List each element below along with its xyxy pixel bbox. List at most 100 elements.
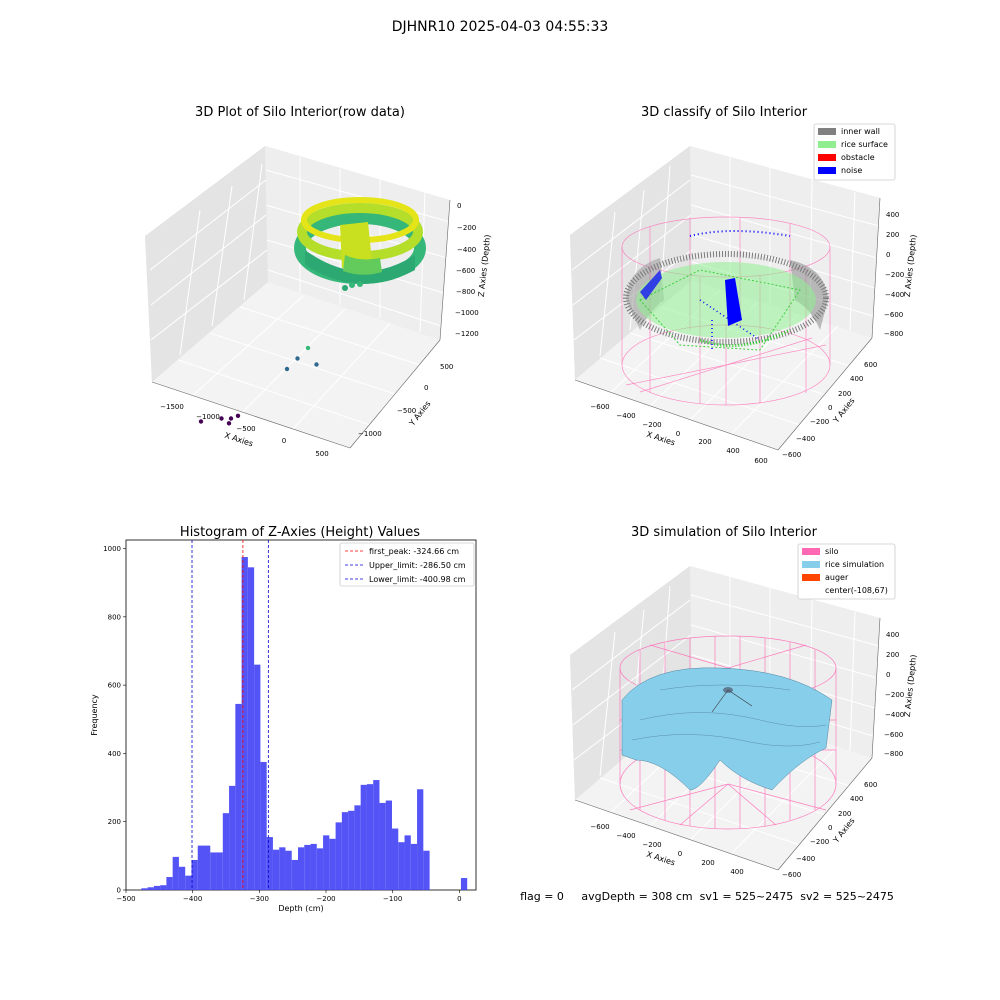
raw-3d-outlier-point <box>219 416 224 421</box>
panel-raw-3d: 3D Plot of Silo Interior(row data) −1500… <box>145 105 492 458</box>
raw-3d-outlier-point <box>284 366 290 372</box>
histogram-x-ticks: −500 −400 −300 −200 −100 0 <box>116 890 462 903</box>
histogram-bar <box>160 885 167 890</box>
histogram-bar <box>298 847 305 890</box>
raw-3d-outlier-point <box>314 362 319 367</box>
histogram-bar <box>247 567 255 890</box>
histogram-bar <box>291 859 298 890</box>
legend-label-center: center(-108,67) <box>825 586 888 595</box>
histogram-y-tick-label: 1000 <box>103 545 121 553</box>
histogram-bar <box>379 802 386 890</box>
histogram-bar <box>417 789 424 890</box>
classify-3d-rice-surface <box>636 262 816 351</box>
panel-simulation-3d: 3D simulation of Silo Interior <box>570 525 918 879</box>
histogram-bar <box>285 850 292 890</box>
classify-x-tick: 200 <box>698 438 711 446</box>
classify-y-tick: −200 <box>810 418 829 426</box>
histogram-x-tick-label: −200 <box>316 895 335 903</box>
histogram-bar <box>460 878 468 890</box>
legend-swatch-silo <box>802 548 820 555</box>
histogram-bar <box>260 761 267 890</box>
legend-label-noise: noise <box>841 166 862 175</box>
raw-3d-floor-pane <box>152 282 440 448</box>
raw-x-tick: −1500 <box>160 403 184 411</box>
simulation-y-tick: −200 <box>810 838 829 846</box>
classify-y-tick: −400 <box>796 435 815 443</box>
simulation-y-tick: 200 <box>838 810 851 818</box>
legend-swatch-obstacle <box>818 154 836 161</box>
simulation-x-tick: −400 <box>616 832 635 840</box>
raw-3d-ring <box>294 197 426 291</box>
histogram-bar <box>222 813 230 890</box>
raw-3d-title: 3D Plot of Silo Interior(row data) <box>195 105 405 120</box>
histogram-bar <box>166 877 173 890</box>
histogram-bar <box>266 837 273 890</box>
figure-suptitle: DJHNR10 2025-04-03 04:55:33 <box>392 19 609 35</box>
raw-z-tick: −800 <box>456 288 475 296</box>
legend-label-first-peak: first_peak: -324.66 cm <box>369 547 459 556</box>
legend-swatch-rice-surface <box>818 141 836 148</box>
histogram-xlabel: Depth (cm) <box>278 904 323 913</box>
raw-x-tick: 0 <box>282 437 286 445</box>
classify-x-tick: 600 <box>754 457 767 465</box>
raw-x-tick: −500 <box>236 425 255 433</box>
panel-classify-3d: 3D classify of Silo Interior <box>570 105 918 465</box>
simulation-3d-title: 3D simulation of Silo Interior <box>631 525 818 540</box>
histogram-plot-area <box>125 539 477 891</box>
classify-y-tick: −600 <box>782 451 801 459</box>
raw-z-tick: −1200 <box>455 330 479 338</box>
simulation-y-tick: 0 <box>828 824 832 832</box>
legend-label-auger: auger <box>825 573 849 582</box>
histogram-bar <box>147 887 154 890</box>
classify-y-tick: 400 <box>850 375 863 383</box>
histogram-bar <box>304 844 311 890</box>
simulation-3d-left-pane <box>570 566 692 800</box>
classify-3d-y-ticks: −600 −400 −200 0 200 400 600 <box>782 361 877 459</box>
raw-3d-zlabel: Z Axies (Depth) <box>477 234 493 297</box>
histogram-bar <box>216 852 223 890</box>
histogram-y-ticks: 0 200 400 600 800 1000 <box>103 545 126 895</box>
classify-z-tick: −600 <box>884 311 903 319</box>
classify-3d-ylabel: Y Axies <box>831 396 857 425</box>
histogram-bar <box>385 800 392 890</box>
histogram-bar <box>316 848 324 890</box>
histogram-title: Histogram of Z-Axies (Height) Values <box>180 525 420 540</box>
classify-x-tick: −200 <box>642 421 661 429</box>
histogram-bar <box>329 838 336 890</box>
raw-y-tick: −500 <box>397 407 416 415</box>
classify-z-tick: 400 <box>886 211 899 219</box>
histogram-y-tick-label: 0 <box>117 887 121 895</box>
raw-x-tick: 500 <box>315 450 328 458</box>
histogram-bar <box>423 850 430 890</box>
histogram-bar <box>341 812 349 890</box>
raw-3d-left-pane <box>145 146 268 382</box>
simulation-x-tick: 0 <box>678 850 682 858</box>
histogram-vlines <box>191 540 269 890</box>
raw-3d-z-ticks: 0 −200 −400 −600 −800 −1000 −1200 <box>455 202 479 338</box>
status-line: flag = 0 avgDepth = 308 cm sv1 = 525~247… <box>520 890 894 903</box>
histogram-bar <box>229 785 236 890</box>
histogram-y-tick-label: 400 <box>108 750 121 758</box>
legend-swatch-rice-simulation <box>802 561 820 568</box>
histogram-bar <box>354 805 361 890</box>
simulation-z-tick: −600 <box>884 731 903 739</box>
simulation-3d-xlabel: X Axies <box>645 850 676 868</box>
raw-3d-outlier-point <box>305 345 311 351</box>
legend-swatch-inner-wall <box>818 128 836 135</box>
legend-label-upper-limit: Upper_limit: -286.50 cm <box>369 561 466 570</box>
histogram-bar <box>335 822 342 890</box>
raw-3d-outlier-points <box>198 345 319 426</box>
classify-z-tick: −800 <box>884 330 903 338</box>
classify-x-tick: −400 <box>616 412 635 420</box>
simulation-x-tick: 200 <box>701 859 714 867</box>
raw-3d-y-ticks: −1000 −500 0 500 <box>358 363 453 438</box>
classify-legend: inner wall rice surface obstacle noise <box>813 123 896 181</box>
classify-3d-xlabel: X Axies <box>645 430 676 448</box>
histogram-bar <box>404 835 411 890</box>
raw-z-tick: −400 <box>457 246 476 254</box>
simulation-y-tick: −400 <box>796 855 815 863</box>
raw-z-tick: −200 <box>457 224 476 232</box>
histogram-x-tick-label: −300 <box>250 895 269 903</box>
histogram-bar <box>348 810 355 890</box>
classify-x-tick: 0 <box>676 430 680 438</box>
